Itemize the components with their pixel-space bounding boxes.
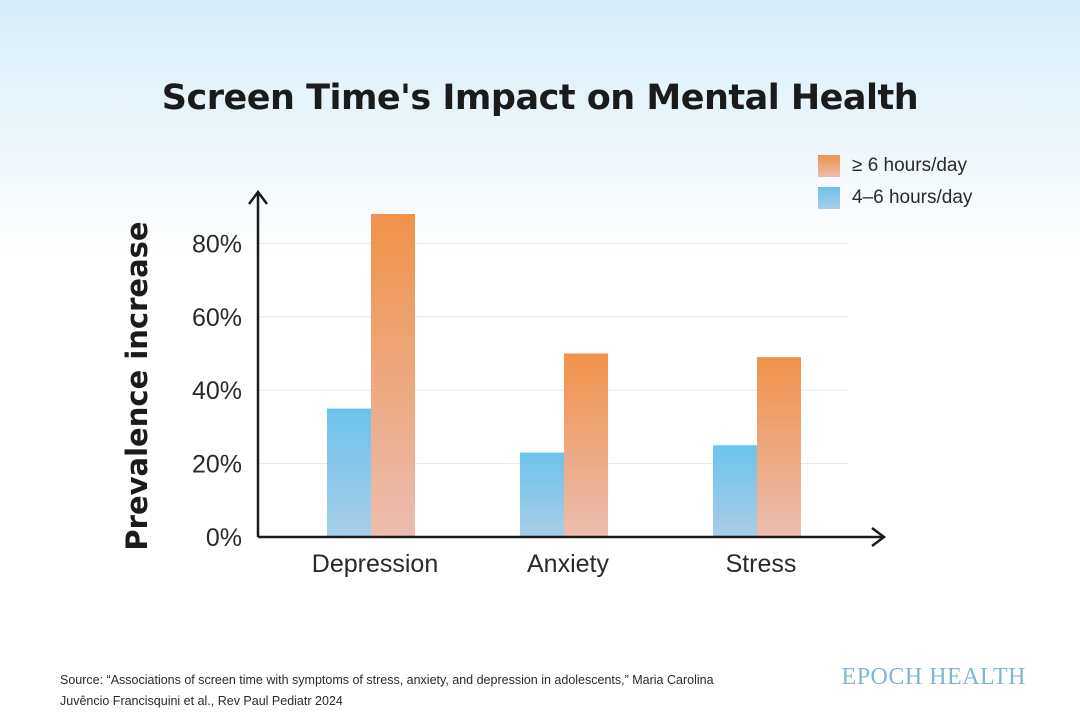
source-line: Source: “Associations of screen time wit… — [60, 673, 714, 687]
y-tick-label: 60% — [192, 304, 242, 332]
bar-depression-4to6 — [327, 408, 371, 537]
legend-item-4to6: 4–6 hours/day — [818, 182, 972, 214]
legend-label: ≥ 6 hours/day — [852, 155, 967, 176]
bars — [327, 214, 801, 538]
source-line: Juvêncio Francisquini et al., Rev Paul P… — [60, 694, 343, 708]
axes — [248, 189, 887, 547]
legend: ≥ 6 hours/day 4–6 hours/day — [818, 150, 972, 214]
x-category-label: Stress — [726, 550, 797, 578]
bar-stress-4to6 — [713, 445, 757, 537]
legend-label: 4–6 hours/day — [852, 187, 973, 208]
y-ticks: 0% 20% 40% 60% 80% — [192, 230, 242, 552]
y-tick-label: 40% — [192, 377, 242, 405]
x-category-label: Depression — [312, 550, 438, 578]
chart-title: Screen Time's Impact on Mental Health — [161, 78, 919, 118]
bar-depression-6plus — [371, 214, 415, 538]
x-categories: Depression Anxiety Stress — [312, 550, 797, 578]
legend-swatch-orange — [818, 155, 840, 177]
bar-anxiety-4to6 — [520, 452, 564, 537]
x-category-label: Anxiety — [527, 550, 609, 578]
bar-anxiety-6plus — [564, 353, 608, 537]
y-tick-label: 80% — [192, 230, 242, 258]
bar-stress-6plus — [757, 357, 801, 537]
y-axis-label: Prevalence increase — [120, 221, 154, 550]
x-axis-arrow-icon — [871, 527, 887, 547]
y-tick-label: 20% — [192, 451, 242, 479]
source-note: Source: “Associations of screen time wit… — [60, 670, 740, 712]
brand-logo: EPOCH HEALTH — [841, 664, 1026, 690]
y-tick-label: 0% — [206, 524, 242, 552]
legend-swatch-blue — [818, 187, 840, 209]
legend-item-6plus: ≥ 6 hours/day — [818, 150, 972, 182]
y-axis-arrow-icon — [248, 189, 268, 205]
